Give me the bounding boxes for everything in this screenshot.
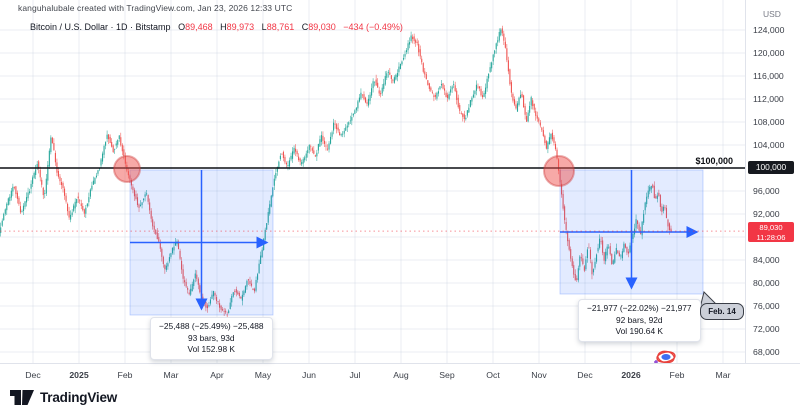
time-tick: 2026 xyxy=(621,370,641,380)
price-tick: 108,000 xyxy=(753,117,785,127)
price-tick: 124,000 xyxy=(753,25,785,35)
price-tick: 80,000 xyxy=(753,278,780,288)
price-tick: 112,000 xyxy=(753,94,784,104)
time-tick: Mar xyxy=(715,370,731,380)
time-tick: Feb xyxy=(669,370,685,380)
time-tick: Oct xyxy=(486,370,500,380)
bar-countdown: 11:28:06 xyxy=(756,232,786,242)
time-tick: Apr xyxy=(210,370,224,380)
close-label: C xyxy=(301,22,309,32)
time-tick: Dec xyxy=(25,370,41,380)
high-label: H xyxy=(220,22,227,32)
measure-volume: Vol 152.98 K xyxy=(187,344,236,354)
measure-change: −21,977 (−22.02%) −21,977 xyxy=(587,303,692,313)
symbol-title: Bitcoin / U.S. Dollar · 1D · Bitstamp xyxy=(30,22,171,32)
level-price-axis-box: 100,000 xyxy=(748,161,794,174)
measurement-tooltip-1[interactable]: −25,488 (−25.49%) −25,488 93 bars, 93d V… xyxy=(150,317,273,360)
low-value: 88,761 xyxy=(266,22,295,32)
time-tick: Jun xyxy=(301,370,317,380)
currency-label: USD xyxy=(763,9,781,19)
change-value: −434 (−0.49%) xyxy=(343,22,403,32)
time-tick: May xyxy=(254,370,272,380)
date-callout-feb14[interactable]: Feb. 14 xyxy=(700,303,744,320)
level-line-label: $100,000 xyxy=(695,156,733,166)
measure-change: −25,488 (−25.49%) −25,488 xyxy=(159,321,264,331)
time-tick: Sep xyxy=(439,370,455,380)
time-tick: 2025 xyxy=(69,370,89,380)
price-tick: 84,000 xyxy=(753,255,780,265)
price-tick: 72,000 xyxy=(753,324,780,334)
time-tick: Dec xyxy=(577,370,593,380)
tradingview-logo-text: TradingView xyxy=(40,390,118,405)
last-price-value: 89,030 xyxy=(759,223,783,232)
high-value: 89,973 xyxy=(226,22,255,32)
attribution-text: kanguhalubale created with TradingView.c… xyxy=(18,3,293,13)
time-axis[interactable]: Dec 2025 Feb Mar Apr May Jun Jul Aug Sep Oct Nov Dec… xyxy=(0,363,800,386)
price-tick: 120,000 xyxy=(753,48,785,58)
price-tick: 68,000 xyxy=(753,347,780,357)
last-price-axis-box: 89,030 11:28:06 xyxy=(748,222,794,242)
price-axis[interactable]: USD 124,000 120,000 116,000 112,000 108,000 1… xyxy=(745,0,800,386)
price-tick: 96,000 xyxy=(753,186,780,196)
price-tick: 116,000 xyxy=(753,71,784,81)
open-value: 89,468 xyxy=(185,22,213,32)
measurement-tooltip-2[interactable]: −21,977 (−22.02%) −21,977 92 bars, 92d V… xyxy=(578,299,701,342)
time-tick: Feb xyxy=(117,370,133,380)
time-tick: Jul xyxy=(349,370,361,380)
measure-bars: 93 bars, 93d xyxy=(187,332,235,343)
symbol-legend[interactable]: Bitcoin / U.S. Dollar · 1D · Bitstamp O8… xyxy=(30,22,403,32)
tradingview-logo-icon xyxy=(10,390,34,405)
close-value: 89,030 xyxy=(308,22,336,32)
low-label: L xyxy=(261,22,267,32)
price-tick: 104,000 xyxy=(753,140,785,150)
measure-bars: 92 bars, 92d xyxy=(615,314,663,325)
tradingview-logo[interactable]: TradingView xyxy=(10,389,117,406)
time-tick: Aug xyxy=(393,370,409,380)
time-tick: Mar xyxy=(163,370,179,380)
open-label: O xyxy=(178,22,186,32)
price-tick: 76,000 xyxy=(753,301,780,311)
measure-volume: Vol 190.64 K xyxy=(615,326,664,336)
time-tick: Nov xyxy=(531,370,547,380)
price-tick: 92,000 xyxy=(753,209,780,219)
